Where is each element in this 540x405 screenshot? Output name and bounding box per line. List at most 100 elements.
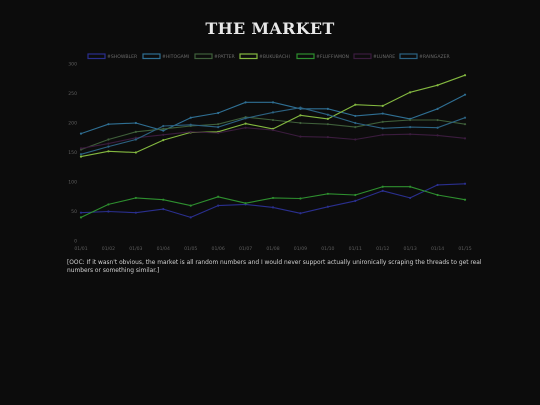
data-point xyxy=(381,112,384,115)
data-point xyxy=(326,107,329,110)
data-point xyxy=(409,118,412,122)
legend-label: #PATTER xyxy=(214,54,236,60)
plot-area xyxy=(79,74,467,219)
data-point xyxy=(463,123,467,126)
data-point xyxy=(354,121,357,125)
data-point xyxy=(409,126,412,129)
data-point xyxy=(134,136,137,139)
x-tick-label: 01/07 xyxy=(239,246,252,252)
series-showbler xyxy=(79,182,467,219)
data-point xyxy=(409,133,412,136)
data-point xyxy=(381,185,384,188)
series-bukubachi xyxy=(79,74,467,158)
x-tick-label: 01/15 xyxy=(458,246,471,252)
legend-label: #HITOGAMI xyxy=(162,54,189,60)
data-point xyxy=(79,147,83,150)
x-tick-label: 01/02 xyxy=(102,246,115,252)
data-point xyxy=(436,107,439,110)
legend-label: #BUKUBACHI xyxy=(259,54,290,60)
legend-item: #BUKUBACHI xyxy=(239,53,290,60)
data-point xyxy=(271,118,275,122)
y-axis: 0 50 100 150 200 250 300 xyxy=(68,62,77,245)
data-point xyxy=(354,114,357,118)
legend-label: #SHOWBLER xyxy=(107,54,138,60)
y-tick-label: 50 xyxy=(71,209,77,215)
legend-swatch xyxy=(353,53,372,60)
data-point xyxy=(271,111,275,114)
data-point xyxy=(244,202,247,205)
data-point xyxy=(299,106,302,109)
data-point xyxy=(326,123,329,126)
data-point xyxy=(409,185,412,188)
data-point xyxy=(299,212,302,215)
data-point xyxy=(79,211,83,214)
legend-swatch xyxy=(194,53,213,60)
legend-item: #PATTER xyxy=(194,53,236,60)
data-point xyxy=(436,84,439,87)
series-patter xyxy=(79,116,467,151)
data-point xyxy=(217,126,220,129)
data-point xyxy=(436,118,439,122)
x-tick-label: 01/08 xyxy=(266,246,279,252)
data-point xyxy=(436,193,439,197)
ooc-note: [OOC: If it wasn't obvious, the market i… xyxy=(67,260,482,274)
series-hitogami xyxy=(79,93,467,135)
data-point xyxy=(271,128,275,132)
data-point xyxy=(134,151,137,154)
data-point xyxy=(107,203,110,206)
data-point xyxy=(107,138,110,141)
data-point xyxy=(162,129,165,132)
x-tick-label: 01/01 xyxy=(74,246,87,252)
series-fluffiamon xyxy=(79,185,467,219)
data-point xyxy=(162,133,165,136)
x-tick-label: 01/11 xyxy=(349,246,362,252)
x-tick-label: 01/13 xyxy=(404,246,417,252)
legend-item: #FLUFFIAMON xyxy=(296,53,349,60)
legend-swatch xyxy=(142,53,161,60)
y-tick-label: 200 xyxy=(68,121,77,127)
data-point xyxy=(217,195,220,198)
legend-item: #RAINGAZER xyxy=(399,53,451,60)
data-point xyxy=(354,103,357,106)
x-tick-label: 01/09 xyxy=(294,246,307,252)
x-tick-label: 01/14 xyxy=(431,246,444,252)
chart-title: THE MARKET xyxy=(205,19,335,38)
x-tick-label: 01/05 xyxy=(184,246,197,252)
series-lunare xyxy=(79,126,467,150)
data-point xyxy=(436,126,439,129)
data-point xyxy=(162,127,165,130)
data-point xyxy=(162,139,165,142)
y-tick-label: 300 xyxy=(68,62,77,68)
data-point xyxy=(217,111,220,115)
data-point xyxy=(244,101,247,104)
data-point xyxy=(244,122,247,125)
data-point xyxy=(381,104,384,107)
legend-swatch xyxy=(296,53,315,60)
data-point xyxy=(107,145,110,148)
data-point xyxy=(162,124,165,128)
legend-swatch xyxy=(87,53,106,60)
data-point xyxy=(354,126,357,129)
legend-item: #LUNARE xyxy=(353,53,395,60)
data-point xyxy=(354,199,357,202)
data-point xyxy=(134,196,137,200)
data-point xyxy=(189,123,192,126)
data-point xyxy=(271,196,275,200)
data-point xyxy=(244,126,247,129)
legend-label: #RAINGAZER xyxy=(419,54,451,60)
data-point xyxy=(217,123,220,126)
data-point xyxy=(107,210,110,213)
data-point xyxy=(436,134,439,137)
y-tick-label: 100 xyxy=(68,180,77,186)
data-point xyxy=(189,204,192,207)
y-tick-label: 250 xyxy=(68,91,77,97)
x-tick-label: 01/03 xyxy=(129,246,142,252)
data-point xyxy=(134,211,137,214)
series-raingazer xyxy=(79,106,467,156)
legend-item: #SHOWBLER xyxy=(87,53,138,60)
x-axis: 01/01 01/02 01/03 01/04 01/05 01/06 01/07 01/08… xyxy=(74,246,471,252)
data-point xyxy=(436,183,439,187)
data-point xyxy=(162,198,165,201)
data-point xyxy=(79,132,83,135)
